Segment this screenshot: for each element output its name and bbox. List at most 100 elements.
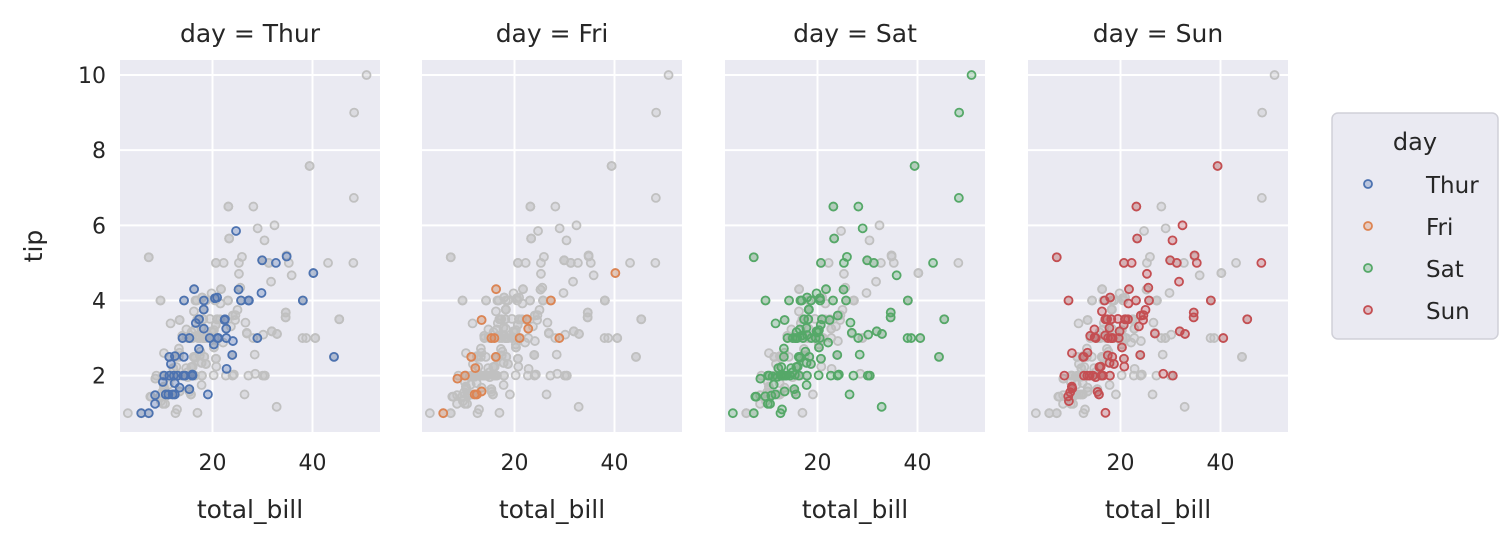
background-point bbox=[568, 276, 578, 287]
data-point bbox=[966, 70, 977, 80]
data-point bbox=[854, 349, 865, 360]
background-point bbox=[532, 315, 542, 325]
background-point bbox=[539, 251, 549, 262]
background-point bbox=[448, 391, 459, 402]
background-point bbox=[953, 258, 964, 268]
data-point bbox=[845, 317, 856, 328]
data-point bbox=[906, 333, 917, 343]
background-point bbox=[1097, 284, 1107, 295]
background-point bbox=[1237, 351, 1247, 362]
legend-items: Thur Fri Sat Sun bbox=[1363, 173, 1479, 325]
data-point bbox=[219, 315, 230, 325]
background-point bbox=[220, 370, 231, 381]
background-point bbox=[271, 401, 282, 412]
background-point bbox=[249, 349, 260, 360]
data-point bbox=[270, 258, 281, 268]
data-point bbox=[862, 255, 873, 266]
background-point bbox=[1135, 370, 1146, 381]
data-point bbox=[231, 226, 241, 236]
plot-background bbox=[422, 60, 682, 432]
data-point bbox=[522, 314, 532, 325]
background-point bbox=[810, 313, 820, 324]
background-point bbox=[1116, 370, 1127, 381]
data-point bbox=[857, 223, 868, 234]
data-point bbox=[1135, 350, 1146, 360]
data-point bbox=[1188, 307, 1199, 318]
background-point bbox=[494, 407, 505, 418]
background-point bbox=[211, 361, 222, 372]
x-tick-label: 40 bbox=[299, 451, 327, 476]
facet-title: day = Sat bbox=[793, 19, 917, 48]
background-point bbox=[1256, 193, 1267, 203]
data-point bbox=[546, 295, 556, 306]
data-point bbox=[763, 370, 773, 381]
data-point bbox=[793, 351, 804, 362]
background-point bbox=[1164, 288, 1175, 298]
data-point bbox=[1167, 370, 1178, 381]
background-point bbox=[794, 306, 804, 317]
background-point bbox=[876, 258, 886, 268]
data-point bbox=[490, 351, 501, 362]
facet-panel-thur: 20 40 2 4 6 8 10 day = Thur total_bill bbox=[78, 19, 380, 524]
background-point bbox=[764, 348, 774, 358]
x-axis-label: total_bill bbox=[499, 495, 605, 524]
data-point bbox=[817, 314, 827, 325]
data-point bbox=[928, 258, 938, 268]
x-tick-label: 20 bbox=[501, 451, 529, 476]
background-point bbox=[334, 314, 345, 325]
background-point bbox=[1054, 391, 1065, 402]
data-point bbox=[806, 359, 816, 369]
data-point bbox=[1105, 370, 1115, 381]
legend-label-sat: Sat bbox=[1426, 257, 1464, 283]
series-points-thur bbox=[136, 226, 339, 419]
data-point bbox=[1150, 328, 1160, 339]
data-point bbox=[853, 333, 864, 343]
background-point bbox=[864, 235, 875, 246]
legend-marker-sun bbox=[1363, 305, 1373, 315]
background-point bbox=[209, 342, 219, 353]
data-point bbox=[143, 408, 154, 419]
data-point bbox=[760, 295, 771, 306]
data-point bbox=[828, 201, 839, 212]
background-point bbox=[252, 223, 263, 234]
data-point bbox=[523, 323, 534, 334]
background-point bbox=[269, 220, 280, 231]
data-point bbox=[1097, 306, 1107, 317]
data-point bbox=[784, 295, 794, 306]
background-point bbox=[457, 295, 468, 306]
background-point bbox=[599, 295, 610, 306]
background-point bbox=[1126, 337, 1136, 348]
data-point bbox=[1065, 387, 1076, 398]
background-point bbox=[525, 295, 535, 306]
data-point bbox=[252, 333, 263, 343]
background-point bbox=[237, 251, 247, 262]
background-point bbox=[493, 295, 504, 306]
background-point bbox=[561, 235, 572, 246]
data-point bbox=[297, 295, 308, 306]
background-point bbox=[833, 336, 843, 346]
background-point bbox=[823, 258, 834, 268]
background-point bbox=[538, 295, 548, 306]
data-point bbox=[1103, 333, 1113, 343]
series-points-fri bbox=[438, 268, 621, 419]
background-point bbox=[201, 359, 211, 369]
data-point bbox=[1144, 295, 1154, 306]
background-point bbox=[504, 389, 515, 400]
data-point bbox=[1131, 201, 1142, 212]
facet-title: day = Thur bbox=[180, 19, 321, 48]
data-point bbox=[1180, 329, 1190, 339]
background-point bbox=[1179, 258, 1189, 268]
facet-panel-sun: 20 40 day = Sun total_bill bbox=[1028, 19, 1288, 524]
background-point bbox=[529, 370, 540, 381]
background-point bbox=[241, 328, 252, 339]
background-point bbox=[523, 363, 534, 374]
data-point bbox=[163, 389, 174, 400]
data-point bbox=[828, 295, 838, 306]
background-point bbox=[583, 250, 594, 261]
legend-marker-fri bbox=[1363, 221, 1373, 231]
data-point bbox=[939, 314, 950, 325]
background-point bbox=[1147, 389, 1158, 400]
x-tick-label: 20 bbox=[1107, 451, 1135, 476]
background-point bbox=[488, 389, 498, 400]
plot-background bbox=[120, 60, 380, 432]
